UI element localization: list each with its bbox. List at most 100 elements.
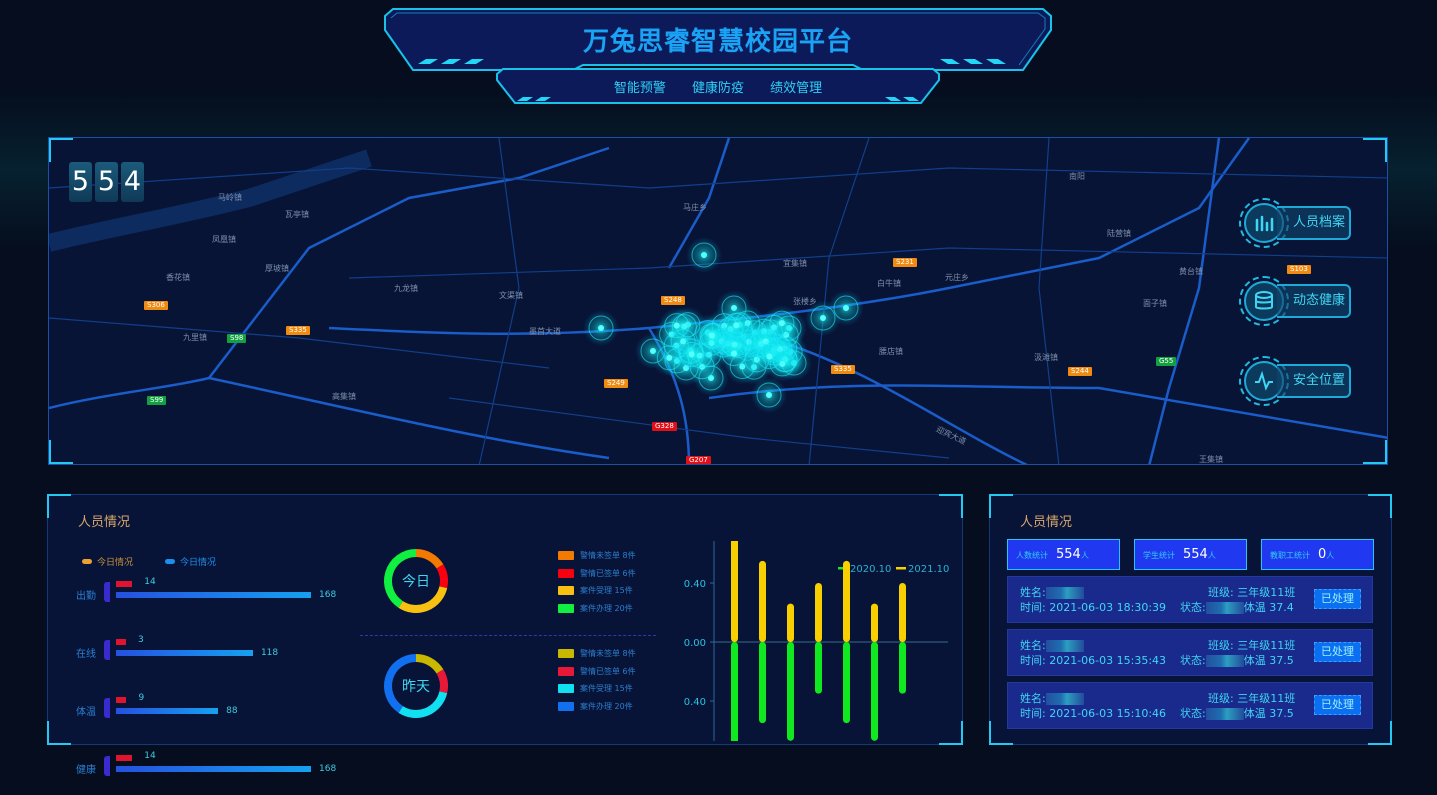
frame-corner — [989, 494, 1013, 518]
bar-2020.10 — [731, 642, 738, 741]
red-bar — [116, 697, 126, 703]
personnel-file-button[interactable]: 人员档案 — [1239, 198, 1359, 248]
donut-legend-item: 案件办理 20件 — [558, 698, 636, 716]
red-value: 14 — [144, 751, 155, 761]
bar-2020.10 — [871, 642, 878, 741]
blue-value: 118 — [261, 648, 278, 658]
processed-button[interactable]: 已处理 — [1314, 695, 1361, 715]
panel-title: 人员情况 — [78, 511, 130, 530]
subnav-frame: 智能预警 健康防疫 绩效管理 — [495, 68, 941, 105]
y-tick-label: 0.40 — [684, 697, 706, 708]
blue-value: 168 — [319, 590, 336, 600]
stat-box: 学生统计 554人 — [1134, 539, 1247, 570]
legend-label: 2021.10 — [908, 564, 949, 575]
frame-corner — [1363, 440, 1387, 464]
donut-legend-item: 案件办理 20件 — [558, 600, 636, 618]
donut-center-label: 今日 — [402, 574, 430, 590]
header-frame: 万兔思睿智慧校园平台 — [383, 8, 1053, 72]
stat-row: 健康 14 168 — [76, 755, 366, 795]
processed-button[interactable]: 已处理 — [1314, 589, 1361, 609]
y-tick-label: 0.00 — [684, 638, 706, 649]
red-value: 3 — [138, 635, 144, 645]
donut-slice — [401, 587, 444, 609]
bar-2020.10 — [815, 642, 822, 694]
stat-row: 体温 9 88 — [76, 697, 366, 737]
blue-bar — [116, 650, 253, 656]
donut-legend-item: 案件受理 15件 — [558, 582, 636, 600]
red-bar — [116, 755, 132, 761]
masked-name — [1046, 693, 1084, 705]
bar-2021.10 — [815, 583, 822, 642]
donut-center-label: 昨天 — [402, 679, 430, 695]
location-marker — [828, 290, 864, 326]
donut-legend-today: 警情未签单 8件 警情已签单 6件 案件受理 15件 案件办理 20件 — [558, 547, 636, 617]
masked-name — [1046, 640, 1084, 652]
blue-bar — [116, 592, 311, 598]
processed-button[interactable]: 已处理 — [1314, 642, 1361, 662]
stat-row: 在线 3 118 — [76, 639, 366, 679]
bar-2021.10 — [731, 541, 738, 642]
blue-bar — [116, 708, 218, 714]
location-marker — [718, 307, 754, 343]
row-label: 出勤 — [76, 587, 96, 602]
frame-corner — [47, 721, 71, 745]
bar-2020.10 — [899, 642, 906, 694]
record-item: 姓名: 时间: 2021-06-03 15:35:43 班级: 三年级11班 状… — [1007, 629, 1373, 676]
red-bar — [116, 639, 126, 645]
blue-bar — [116, 766, 311, 772]
bar-2021.10 — [899, 583, 906, 642]
bar-2020.10 — [787, 642, 794, 741]
subnav: 智能预警 健康防疫 绩效管理 — [495, 77, 941, 96]
masked-status — [1206, 655, 1244, 667]
campus-map[interactable]: 九龙镇 文渠镇 墨首大道 高集镇 九里镇 张楼乡 白牛镇 元庄乡 腰店镇 汲滩镇… — [48, 137, 1388, 465]
blue-value: 88 — [226, 706, 237, 716]
donut-legend-item: 警情已签单 6件 — [558, 663, 636, 681]
divider — [360, 635, 656, 636]
donut-legend-yesterday: 警情未签单 8件 警情已签单 6件 案件受理 15件 案件办理 20件 — [558, 645, 636, 715]
safety-location-button[interactable]: 安全位置 — [1239, 356, 1359, 406]
blue-value: 168 — [319, 764, 336, 774]
dynamic-health-button[interactable]: 动态健康 — [1239, 276, 1359, 326]
donut-slice — [416, 553, 440, 566]
panel-title: 人员情况 — [1020, 511, 1072, 530]
masked-status — [1206, 602, 1244, 614]
legend-item: 今日情况 — [82, 555, 133, 568]
donut-slice — [388, 553, 416, 604]
donut-slice — [440, 671, 444, 692]
red-value: 14 — [144, 577, 155, 587]
people-counter: 5 5 4 — [69, 162, 144, 202]
donut-legend-item: 警情已签单 6件 — [558, 565, 636, 583]
location-markers — [49, 138, 1388, 465]
donut: 今日 — [388, 553, 444, 609]
comparison-bar-chart: 0.800.400.000.400.802020.102021.10 — [658, 541, 958, 741]
personnel-panel: 人员情况 今日情况 今日情况 出勤 14 168 在线 3 118 体温 9 8… — [47, 494, 963, 745]
row-label: 体温 — [76, 703, 96, 718]
bar-2020.10 — [759, 642, 766, 723]
counter-digit: 5 — [95, 162, 118, 202]
red-bar — [116, 581, 132, 587]
stat-box: 教职工统计 0人 — [1261, 539, 1374, 570]
location-marker — [764, 305, 800, 341]
record-item: 姓名: 时间: 2021-06-03 18:30:39 班级: 三年级11班 状… — [1007, 576, 1373, 623]
nav-health-epidemic[interactable]: 健康防疫 — [692, 81, 744, 96]
donut: 昨天 — [388, 658, 444, 714]
nav-smart-warning[interactable]: 智能预警 — [614, 81, 666, 96]
donut-slice — [388, 658, 416, 709]
page-title: 万兔思睿智慧校园平台 — [383, 21, 1053, 58]
location-marker — [751, 338, 787, 374]
donut-slice — [401, 692, 444, 714]
masked-status — [1206, 708, 1244, 720]
frame-corner — [47, 494, 71, 518]
donut-slice — [416, 658, 440, 671]
bar-2020.10 — [843, 642, 850, 723]
legend-item: 今日情况 — [165, 555, 216, 568]
donut-legend-item: 案件受理 15件 — [558, 680, 636, 698]
donut-legend-item: 警情未签单 8件 — [558, 645, 636, 663]
location-marker — [686, 237, 722, 273]
frame-corner — [939, 494, 963, 518]
row-label: 在线 — [76, 645, 96, 660]
donut-legend-item: 警情未签单 8件 — [558, 547, 636, 565]
frame-corner — [49, 138, 73, 162]
nav-performance[interactable]: 绩效管理 — [770, 81, 822, 96]
frame-corner — [49, 440, 73, 464]
